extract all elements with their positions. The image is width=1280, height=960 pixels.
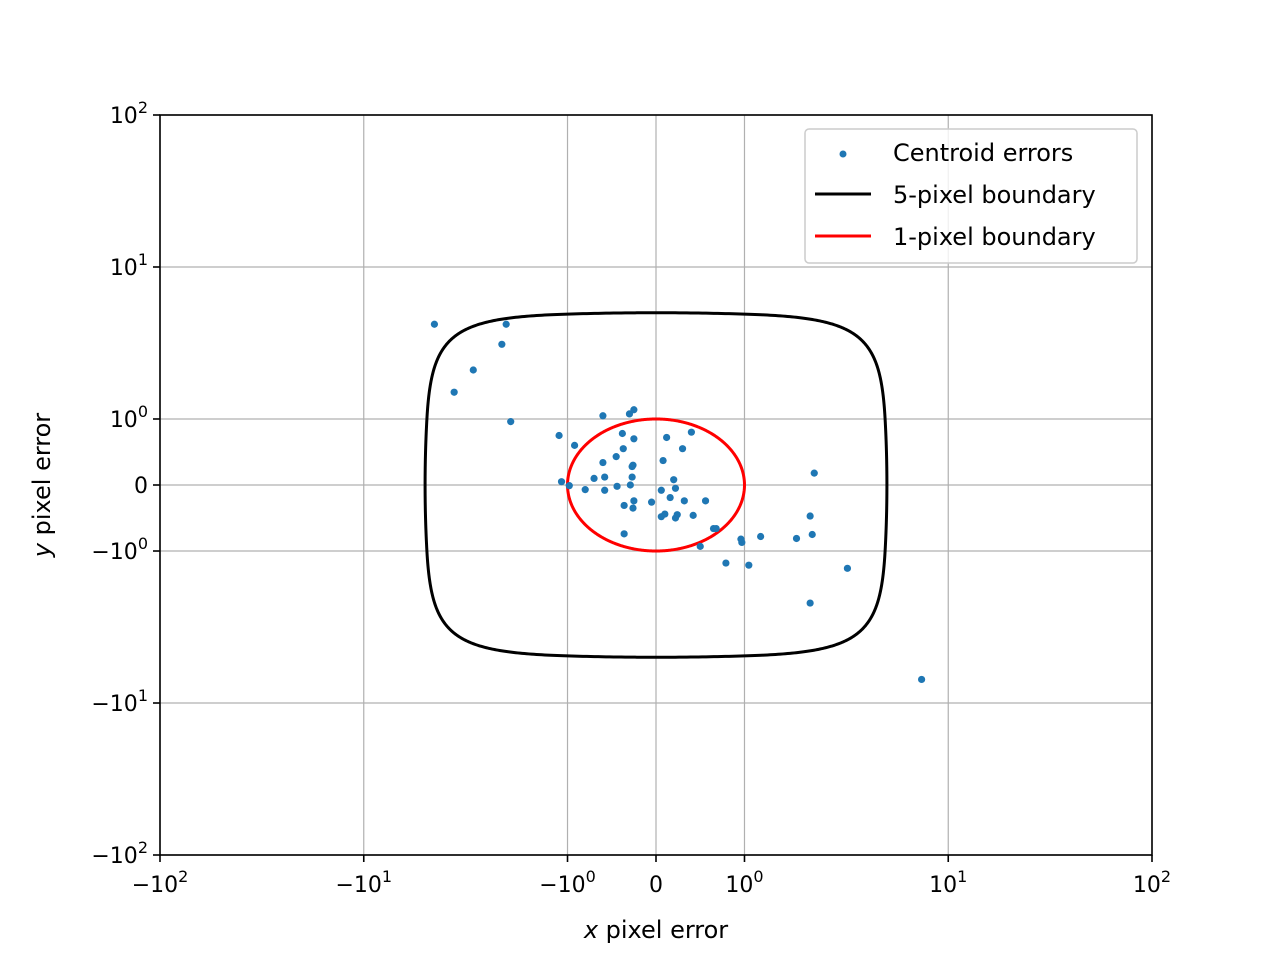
scatter-point bbox=[663, 433, 671, 442]
legend-label-1-pixel-boundary: 1-pixel boundary bbox=[893, 223, 1096, 251]
scatter-point bbox=[618, 429, 626, 438]
scatter-point bbox=[498, 340, 506, 348]
scatter-point bbox=[671, 484, 680, 492]
scatter-point bbox=[620, 530, 628, 538]
scatter-point bbox=[808, 530, 816, 539]
scatter-point bbox=[657, 486, 665, 494]
scatter-point bbox=[599, 412, 607, 420]
scatter-point bbox=[630, 406, 638, 414]
legend-label-5-pixel-boundary: 5-pixel boundary bbox=[893, 181, 1096, 209]
scatter-point bbox=[689, 511, 697, 519]
scatter-point bbox=[469, 366, 477, 374]
scatter-point bbox=[557, 478, 566, 486]
x-tick-label: 102 bbox=[1133, 867, 1171, 898]
scatter-point bbox=[630, 497, 638, 505]
scatter-point bbox=[918, 675, 926, 684]
scatter-point bbox=[659, 456, 667, 465]
y-axis-label: y pixel error bbox=[28, 413, 56, 558]
y-tick-label: −100 bbox=[91, 534, 148, 565]
scatter-point bbox=[630, 435, 638, 443]
y-tick-label: 101 bbox=[110, 250, 148, 281]
x-tick-label: −100 bbox=[539, 867, 596, 898]
y-tick-label: −101 bbox=[91, 686, 148, 717]
scatter-point bbox=[613, 482, 621, 490]
scatter-point bbox=[507, 418, 515, 426]
scatter-point bbox=[565, 482, 573, 490]
y-axis-ticks: 102 101 100 0 −100 −101 −102 bbox=[91, 98, 160, 869]
scatter-point bbox=[670, 476, 678, 484]
scatter-point bbox=[722, 559, 730, 567]
scatter-point bbox=[502, 320, 510, 328]
scatter-point bbox=[687, 428, 696, 436]
scatter-point bbox=[806, 512, 814, 520]
scatter-point bbox=[678, 445, 687, 453]
scatter-point bbox=[629, 504, 637, 512]
legend: Centroid errors 5-pixel boundary 1-pixel… bbox=[804, 128, 1138, 264]
scatter-point bbox=[696, 542, 704, 550]
scatter-point bbox=[792, 534, 801, 543]
scatter-point bbox=[628, 473, 636, 481]
x-axis-label: x pixel error bbox=[583, 916, 728, 944]
scatter-point bbox=[701, 497, 710, 505]
scatter-point bbox=[712, 524, 720, 533]
y-tick-label: 102 bbox=[110, 98, 148, 129]
scatter-point bbox=[671, 514, 680, 522]
scatter-point bbox=[626, 481, 634, 489]
scatter-point bbox=[599, 458, 607, 467]
legend-scatter-marker bbox=[839, 150, 847, 158]
scatter-point bbox=[620, 501, 628, 510]
y-tick-label: −102 bbox=[91, 838, 148, 869]
scatter-point bbox=[590, 474, 598, 482]
y-tick-label: 100 bbox=[110, 402, 148, 433]
scatter-point bbox=[628, 462, 636, 471]
x-tick-label: 101 bbox=[929, 867, 967, 898]
scatter-point bbox=[601, 486, 609, 494]
scatter-point bbox=[601, 473, 609, 481]
scatter-point bbox=[450, 388, 458, 396]
x-tick-label: 100 bbox=[725, 867, 763, 898]
scatter-point bbox=[612, 453, 620, 461]
scatter-point bbox=[745, 561, 753, 569]
scatter-point bbox=[680, 497, 688, 505]
scatter-point bbox=[806, 599, 814, 607]
scatter-point bbox=[647, 498, 656, 506]
scatter-points bbox=[430, 320, 926, 684]
scatter-point bbox=[555, 431, 563, 440]
legend-box bbox=[804, 128, 1138, 264]
scatter-point bbox=[581, 486, 589, 494]
scatter-point bbox=[843, 564, 852, 572]
x-tick-label: −102 bbox=[132, 867, 189, 898]
scatter-point bbox=[570, 441, 579, 449]
boundary-5-pixel bbox=[423, 311, 889, 659]
scatter-point bbox=[757, 532, 765, 541]
y-tick-label: 0 bbox=[134, 474, 148, 499]
scatter-point bbox=[666, 493, 674, 502]
scatter-point bbox=[810, 469, 818, 477]
scatter-point bbox=[661, 510, 669, 518]
legend-label-centroid-errors: Centroid errors bbox=[893, 139, 1073, 167]
x-axis-ticks: −102 −101 −100 0 100 101 102 bbox=[132, 855, 1171, 898]
x-tick-label: 0 bbox=[649, 873, 663, 898]
scatter-point bbox=[737, 535, 745, 543]
scatter-point bbox=[430, 320, 439, 328]
x-tick-label: −101 bbox=[335, 867, 392, 898]
scatter-point bbox=[619, 445, 627, 453]
